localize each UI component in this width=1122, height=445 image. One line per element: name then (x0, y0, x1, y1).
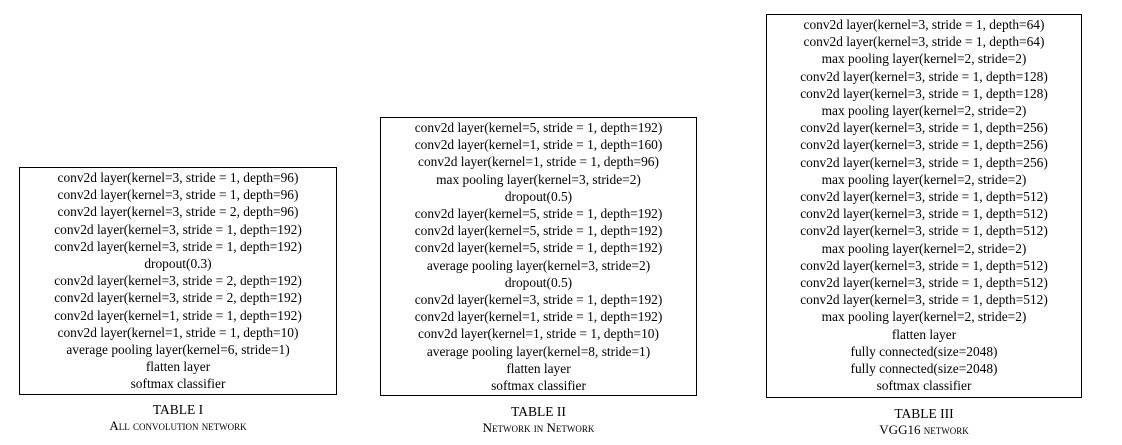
layer-row: conv2d layer(kernel=3, stride = 1, depth… (800, 154, 1048, 170)
layer-row: softmax classifier (491, 378, 586, 394)
layer-row: max pooling layer(kernel=2, stride=2) (821, 240, 1027, 256)
layer-row: max pooling layer(kernel=3, stride=2) (436, 171, 641, 187)
layer-row: conv2d layer(kernel=3, stride = 1, depth… (800, 223, 1048, 239)
layer-row: conv2d layer(kernel=3, stride = 2, depth… (54, 273, 302, 289)
layer-row: conv2d layer(kernel=3, stride = 1, depth… (800, 206, 1048, 222)
layer-row: dropout(0.3) (144, 256, 212, 272)
layer-row: conv2d layer(kernel=5, stride = 1, depth… (414, 206, 663, 222)
layer-row: conv2d layer(kernel=3, stride = 1, depth… (57, 187, 299, 203)
layer-row: flatten layer (145, 359, 211, 375)
table-all-convolution-network: conv2d layer(kernel=3, stride = 1, depth… (19, 167, 337, 395)
layer-row: conv2d layer(kernel=1, stride = 1, depth… (57, 324, 299, 340)
layer-row: conv2d layer(kernel=3, stride = 1, depth… (800, 189, 1048, 205)
layer-row: flatten layer (891, 326, 957, 342)
layer-row: average pooling layer(kernel=3, stride=2… (426, 257, 651, 273)
layer-row: conv2d layer(kernel=5, stride = 1, depth… (414, 120, 663, 135)
layer-row: softmax classifier (876, 378, 972, 394)
table-1-title: All convolution network (109, 418, 247, 433)
layer-row: conv2d layer(kernel=3, stride = 1, depth… (57, 170, 299, 185)
layer-row: max pooling layer(kernel=2, stride=2) (821, 51, 1027, 67)
layer-row: conv2d layer(kernel=3, stride = 1, depth… (800, 292, 1048, 308)
layer-row: conv2d layer(kernel=3, stride = 2, depth… (54, 290, 302, 306)
layer-row: conv2d layer(kernel=3, stride = 2, depth… (57, 204, 299, 220)
layer-row: conv2d layer(kernel=3, stride = 1, depth… (800, 275, 1048, 291)
table-network-in-network: conv2d layer(kernel=5, stride = 1, depth… (380, 117, 697, 396)
layer-row: max pooling layer(kernel=2, stride=2) (821, 309, 1027, 325)
layer-row: dropout(0.5) (504, 188, 573, 204)
layer-row: conv2d layer(kernel=3, stride = 1, depth… (414, 292, 663, 308)
layer-row: conv2d layer(kernel=3, stride = 1, depth… (54, 238, 302, 254)
table-2-label: TABLE II (511, 404, 566, 419)
layer-row: conv2d layer(kernel=1, stride = 1, depth… (418, 326, 659, 342)
layer-row: dropout(0.5) (504, 274, 573, 290)
layer-row: conv2d layer(kernel=3, stride = 1, depth… (800, 257, 1048, 273)
table-vgg16-network: conv2d layer(kernel=3, stride = 1, depth… (766, 14, 1082, 398)
layer-row: conv2d layer(kernel=3, stride = 1, depth… (54, 221, 302, 237)
layer-row: conv2d layer(kernel=1, stride = 1, depth… (418, 154, 659, 170)
layer-row: conv2d layer(kernel=3, stride = 1, depth… (803, 34, 1045, 50)
table-1-caption: TABLE I All convolution network (19, 402, 337, 434)
table-1-label: TABLE I (152, 402, 204, 417)
table-2-title: Network in Network (482, 420, 595, 435)
layer-row: conv2d layer(kernel=3, stride = 1, depth… (800, 68, 1048, 84)
table-3-title: VGG16 network (879, 422, 969, 437)
table-2-caption: TABLE II Network in Network (380, 404, 697, 436)
table-3-label: TABLE III (894, 406, 954, 421)
layer-row: max pooling layer(kernel=2, stride=2) (821, 103, 1027, 119)
layer-row: average pooling layer(kernel=6, stride=1… (66, 342, 290, 358)
layer-row: conv2d layer(kernel=1, stride = 1, depth… (414, 309, 663, 325)
layer-row: flatten layer (506, 360, 571, 376)
layer-row: average pooling layer(kernel=8, stride=1… (426, 343, 651, 359)
layer-row: max pooling layer(kernel=2, stride=2) (821, 171, 1027, 187)
layer-row: conv2d layer(kernel=1, stride = 1, depth… (414, 137, 663, 153)
table-3-caption: TABLE III VGG16 network (766, 406, 1082, 438)
layer-row: conv2d layer(kernel=1, stride = 1, depth… (54, 307, 302, 323)
layer-row: conv2d layer(kernel=3, stride = 1, depth… (803, 17, 1045, 32)
layer-row: fully connected(size=2048) (850, 343, 998, 359)
layer-row: conv2d layer(kernel=5, stride = 1, depth… (414, 240, 663, 256)
layer-row: conv2d layer(kernel=3, stride = 1, depth… (800, 120, 1048, 136)
layer-row: softmax classifier (130, 376, 226, 392)
layer-row: fully connected(size=2048) (850, 361, 998, 377)
layer-row: conv2d layer(kernel=3, stride = 1, depth… (800, 137, 1048, 153)
layer-row: conv2d layer(kernel=5, stride = 1, depth… (414, 223, 663, 239)
layer-row: conv2d layer(kernel=3, stride = 1, depth… (800, 85, 1048, 101)
